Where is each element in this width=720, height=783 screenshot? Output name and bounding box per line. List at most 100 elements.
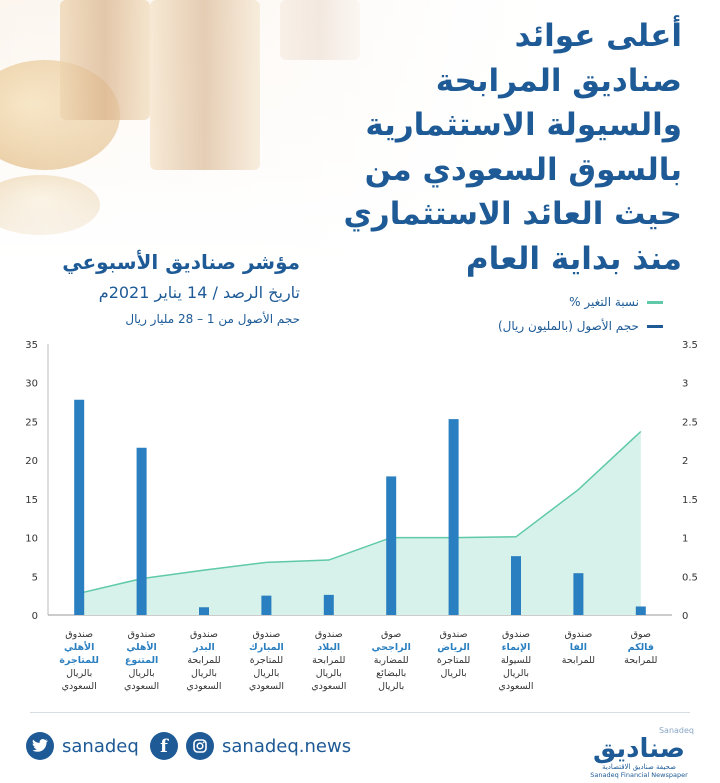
brand-en-top: Sanadeq bbox=[658, 726, 694, 735]
brand-en: Sanadeq Financial Newspaper bbox=[590, 771, 688, 779]
x-category-label: السعودي bbox=[124, 681, 159, 692]
asset-bar bbox=[261, 595, 272, 615]
x-category-label: للمتاجرة bbox=[59, 655, 99, 666]
title-line: حيث العائد الاستثماري bbox=[343, 196, 682, 232]
asset-bar bbox=[136, 447, 147, 615]
title-line: أعلى عوائد bbox=[514, 18, 682, 54]
x-category-label: البدر bbox=[192, 642, 215, 653]
x-category-label: بالريال bbox=[316, 668, 342, 679]
title-line: منذ بداية العام bbox=[465, 240, 682, 277]
change-line bbox=[79, 430, 642, 595]
x-category-label: السعودي bbox=[498, 681, 533, 692]
x-category-label: صندوق bbox=[564, 629, 592, 640]
x-category-label: الرياض bbox=[437, 642, 470, 653]
x-category-label: صندوق bbox=[440, 629, 468, 640]
x-category-label: فالكم bbox=[628, 642, 654, 653]
asset-bar bbox=[448, 419, 459, 615]
news-handle-text: sanadeq.news bbox=[222, 735, 352, 757]
x-category-label: صندوق bbox=[190, 629, 218, 640]
asset-range: حجم الأصول من 1 – 28 مليار ريال bbox=[125, 312, 300, 326]
y-tick-right: 3.5 bbox=[682, 340, 698, 351]
legend-swatch-assets bbox=[646, 324, 663, 328]
legend-item-change: نسبة التغير % bbox=[498, 290, 663, 314]
twitter-handle-text: sanadeq bbox=[62, 735, 139, 757]
x-category-label: الأهلي bbox=[126, 641, 156, 653]
brand-logo: Sanadeq صناديق صحيفة صناديق الاقتصادية S… bbox=[584, 726, 694, 779]
x-category-label: البلاد bbox=[317, 642, 340, 653]
x-category-label: الراجحي bbox=[372, 642, 411, 653]
legend-label-assets: حجم الأصول (بالمليون ريال) bbox=[498, 319, 639, 333]
x-category-label: للمرابحة bbox=[624, 655, 657, 666]
x-category-label: بالريال bbox=[129, 668, 155, 679]
y-tick-right: 3 bbox=[682, 379, 688, 390]
y-tick-right: 2.5 bbox=[682, 417, 698, 428]
facebook-icon[interactable]: f bbox=[150, 732, 178, 760]
x-category-label: بالبضائع bbox=[376, 668, 406, 679]
x-category-label: صوق bbox=[381, 629, 401, 640]
asset-bar bbox=[74, 399, 85, 615]
asset-bar bbox=[573, 573, 584, 615]
x-category-label: صندوق bbox=[65, 629, 93, 640]
social-links[interactable]: f sanadeq.news bbox=[150, 732, 351, 760]
fund-chart: 0510152025303500.511.522.533.5صندوقالأهل… bbox=[25, 340, 698, 692]
title-line: بالسوق السعودي من bbox=[364, 151, 682, 188]
x-category-label: الإنماء bbox=[502, 642, 531, 653]
brand-sub: صحيفة صناديق الاقتصادية bbox=[602, 763, 676, 771]
y-tick-right: 0 bbox=[682, 611, 688, 622]
y-tick-left: 25 bbox=[25, 417, 38, 428]
x-category-label: صندوق bbox=[252, 629, 280, 640]
instagram-icon[interactable] bbox=[186, 732, 214, 760]
x-category-label: للمرابحة bbox=[312, 655, 345, 666]
y-tick-right: 1.5 bbox=[682, 495, 698, 506]
x-category-label: بالريال bbox=[66, 668, 92, 679]
x-category-label: صندوق bbox=[128, 629, 156, 640]
x-category-label: بالريال bbox=[191, 668, 217, 679]
x-category-label: بالريال bbox=[441, 668, 467, 679]
y-tick-left: 30 bbox=[25, 379, 38, 390]
x-category-label: بالريال bbox=[378, 681, 404, 692]
y-tick-right: 1 bbox=[682, 534, 688, 545]
x-category-label: للمتاجرة bbox=[250, 655, 283, 666]
x-category-label: المتنوع bbox=[125, 655, 158, 666]
x-category-label: للمتاجرة bbox=[437, 655, 470, 666]
x-category-label: الأهلي bbox=[64, 641, 94, 653]
footer-divider bbox=[30, 712, 690, 713]
x-category-label: السعودي bbox=[311, 681, 346, 692]
legend-swatch-change bbox=[646, 300, 663, 304]
y-tick-left: 20 bbox=[25, 456, 38, 467]
x-category-label: صندوق bbox=[315, 629, 343, 640]
x-category-label: للمضاربة bbox=[374, 655, 409, 666]
x-category-label: المبارك bbox=[249, 642, 284, 653]
hero-image bbox=[0, 0, 720, 280]
x-category-label: بالريال bbox=[503, 668, 529, 679]
twitter-handle[interactable]: sanadeq bbox=[26, 732, 139, 760]
asset-bar bbox=[323, 594, 334, 615]
x-category-label: للمرابحة bbox=[187, 655, 220, 666]
x-category-label: صندوق bbox=[502, 629, 530, 640]
y-tick-left: 5 bbox=[32, 572, 38, 583]
y-tick-right: 2 bbox=[682, 456, 688, 467]
index-title: مؤشر صناديق الأسبوعي bbox=[62, 250, 300, 274]
chart-legend: نسبة التغير % حجم الأصول (بالمليون ريال) bbox=[498, 290, 663, 338]
legend-item-assets: حجم الأصول (بالمليون ريال) bbox=[498, 314, 663, 338]
x-category-label: للمرابحة bbox=[562, 655, 595, 666]
brand-ar: صناديق bbox=[592, 734, 686, 764]
x-category-label: للسيولة bbox=[501, 655, 531, 666]
main-title: أعلى عوائد صناديق المرابحة والسيولة الاس… bbox=[262, 14, 682, 281]
x-category-label: السعودي bbox=[62, 681, 97, 692]
report-date: تاريخ الرصد / 14 يناير 2021م bbox=[98, 283, 300, 302]
title-line: صناديق المرابحة bbox=[435, 62, 682, 99]
y-tick-left: 35 bbox=[25, 340, 38, 351]
x-category-label: الفا bbox=[570, 642, 587, 653]
x-category-label: السعودي bbox=[249, 681, 284, 692]
y-tick-left: 10 bbox=[25, 534, 38, 545]
y-tick-left: 15 bbox=[25, 495, 38, 506]
y-tick-right: 0.5 bbox=[682, 572, 698, 583]
y-tick-left: 0 bbox=[32, 611, 38, 622]
legend-label-change: نسبة التغير % bbox=[569, 295, 639, 309]
asset-bar bbox=[199, 607, 209, 615]
asset-bar bbox=[386, 476, 397, 615]
twitter-icon bbox=[26, 732, 54, 760]
change-area bbox=[79, 431, 641, 615]
title-line: والسيولة الاستثمارية bbox=[365, 107, 682, 143]
